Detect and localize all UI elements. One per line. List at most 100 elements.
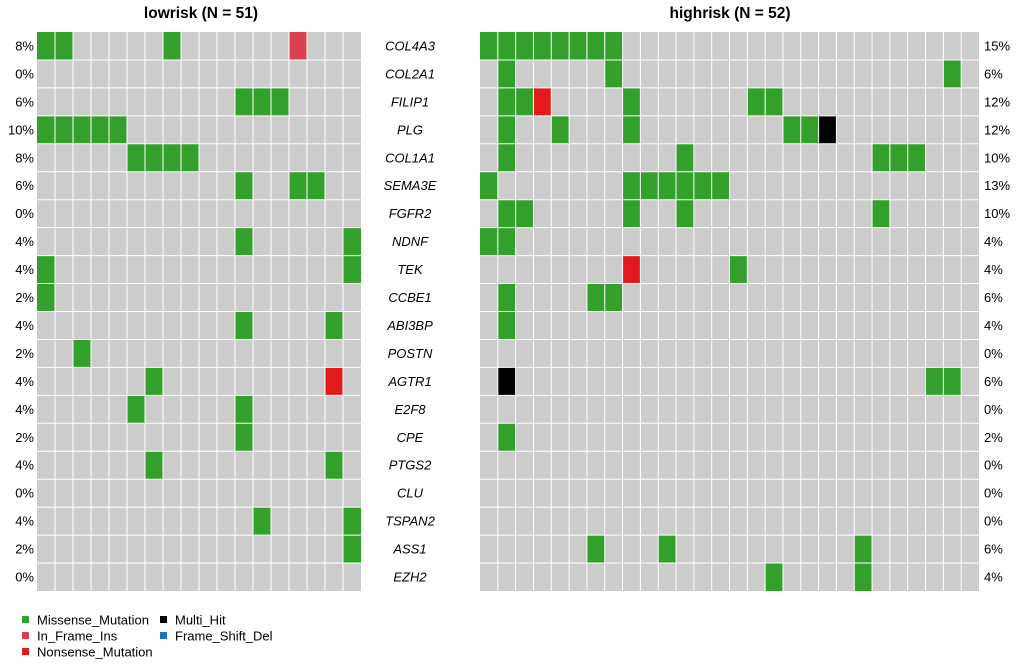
legend-swatch	[160, 616, 167, 623]
mutation-cell	[37, 115, 55, 144]
mutation-cell	[253, 87, 271, 116]
mutation-cell	[235, 423, 253, 452]
mutation-cell	[533, 87, 552, 116]
gene-label: TEK	[397, 262, 424, 277]
percent-label: 4%	[984, 234, 1003, 249]
percent-label: 6%	[984, 374, 1003, 389]
legend-label: Missense_Mutation	[37, 613, 149, 628]
mutation-cell	[497, 115, 516, 144]
percent-label: 0%	[15, 206, 34, 221]
legend-label: Multi_Hit	[175, 613, 226, 628]
legend-swatch	[22, 648, 29, 655]
mutation-cell	[480, 32, 498, 60]
gene-label: CCBE1	[388, 290, 431, 305]
mutation-cell	[925, 367, 944, 396]
percent-label: 2%	[984, 430, 1003, 445]
mutation-cell	[622, 171, 641, 200]
gene-label: COL4A3	[385, 38, 436, 53]
percent-label: 8%	[15, 150, 34, 165]
mutation-cell	[109, 115, 127, 144]
mutation-cell	[145, 367, 163, 396]
mutation-cell	[640, 171, 659, 200]
gene-label: NDNF	[392, 234, 429, 249]
gene-label: ASS1	[392, 542, 426, 557]
gene-label: FILIP1	[391, 94, 429, 109]
percent-label: 6%	[984, 66, 1003, 81]
mutation-cell	[235, 227, 253, 256]
percent-label: 0%	[984, 514, 1003, 529]
mutation-cell	[943, 367, 962, 396]
mutation-cell	[747, 87, 766, 116]
percent-label: 4%	[15, 234, 34, 249]
panel-title: highrisk (N = 52)	[669, 5, 790, 22]
mutation-cell	[854, 563, 873, 591]
mutation-cell	[515, 32, 534, 60]
mutation-cell	[343, 507, 361, 536]
percent-label: 0%	[15, 486, 34, 501]
percent-label: 2%	[15, 346, 34, 361]
mutation-cell	[497, 311, 516, 340]
mutation-cell	[37, 255, 55, 284]
mutation-cell	[782, 115, 801, 144]
mutation-cell	[235, 171, 253, 200]
mutation-cell	[325, 367, 343, 396]
panels-layer	[37, 32, 979, 591]
percent-label: 4%	[15, 374, 34, 389]
gene-label: COL1A1	[385, 150, 435, 165]
mutation-cell	[480, 171, 498, 200]
mutation-cell	[497, 143, 516, 172]
legend-item: Missense_Mutation	[22, 613, 149, 628]
mutation-cell	[604, 32, 623, 60]
percent-label: 13%	[984, 178, 1010, 193]
mutation-cell	[872, 199, 890, 228]
percent-label: 4%	[984, 570, 1003, 585]
mutation-cell	[235, 87, 253, 116]
gene-label: CPE	[397, 430, 424, 445]
mutation-cell	[163, 143, 181, 172]
mutation-cell	[569, 32, 587, 60]
mutation-cell	[586, 283, 605, 312]
gene-label: TSPAN2	[385, 514, 435, 529]
mutation-cell	[533, 32, 552, 60]
mutation-cell	[181, 143, 199, 172]
mutation-cell	[127, 143, 145, 172]
legend-label: Frame_Shift_Del	[175, 629, 273, 644]
mutation-cell	[343, 535, 361, 564]
mutation-cell	[307, 171, 325, 200]
mutation-cell	[163, 32, 181, 60]
mutation-cell	[729, 255, 748, 284]
panel-1	[480, 32, 979, 591]
legend-swatch	[22, 632, 29, 639]
percent-label: 2%	[15, 542, 34, 557]
legend-item: Frame_Shift_Del	[160, 629, 273, 644]
mutation-cell	[325, 311, 343, 340]
legend-label: Nonsense_Mutation	[37, 645, 153, 660]
mutation-cell	[37, 283, 55, 312]
mutation-cell	[497, 423, 516, 452]
mutation-cell	[289, 32, 307, 60]
legend-swatch	[160, 632, 167, 639]
mutation-cell	[37, 32, 55, 60]
gene-label: COL2A1	[385, 66, 435, 81]
mutation-cell	[765, 87, 783, 116]
percent-label: 4%	[15, 262, 34, 277]
mutation-cell	[497, 32, 516, 60]
mutation-cell	[604, 59, 623, 88]
mutation-cell	[658, 535, 677, 564]
percent-label: 0%	[15, 66, 34, 81]
mutation-cell	[622, 255, 641, 284]
percent-label: 6%	[984, 542, 1003, 557]
mutation-cell	[586, 535, 605, 564]
gene-label: CLU	[397, 486, 424, 501]
legend-item: Nonsense_Mutation	[22, 645, 153, 660]
gene-label: PLG	[397, 122, 423, 137]
mutation-cell	[604, 283, 623, 312]
percent-label: 6%	[15, 178, 34, 193]
mutation-cell	[872, 143, 890, 172]
percent-label: 10%	[8, 122, 34, 137]
mutation-cell	[343, 255, 361, 284]
mutation-cell	[480, 227, 498, 256]
mutation-cell	[497, 199, 516, 228]
percent-label: 15%	[984, 38, 1010, 53]
